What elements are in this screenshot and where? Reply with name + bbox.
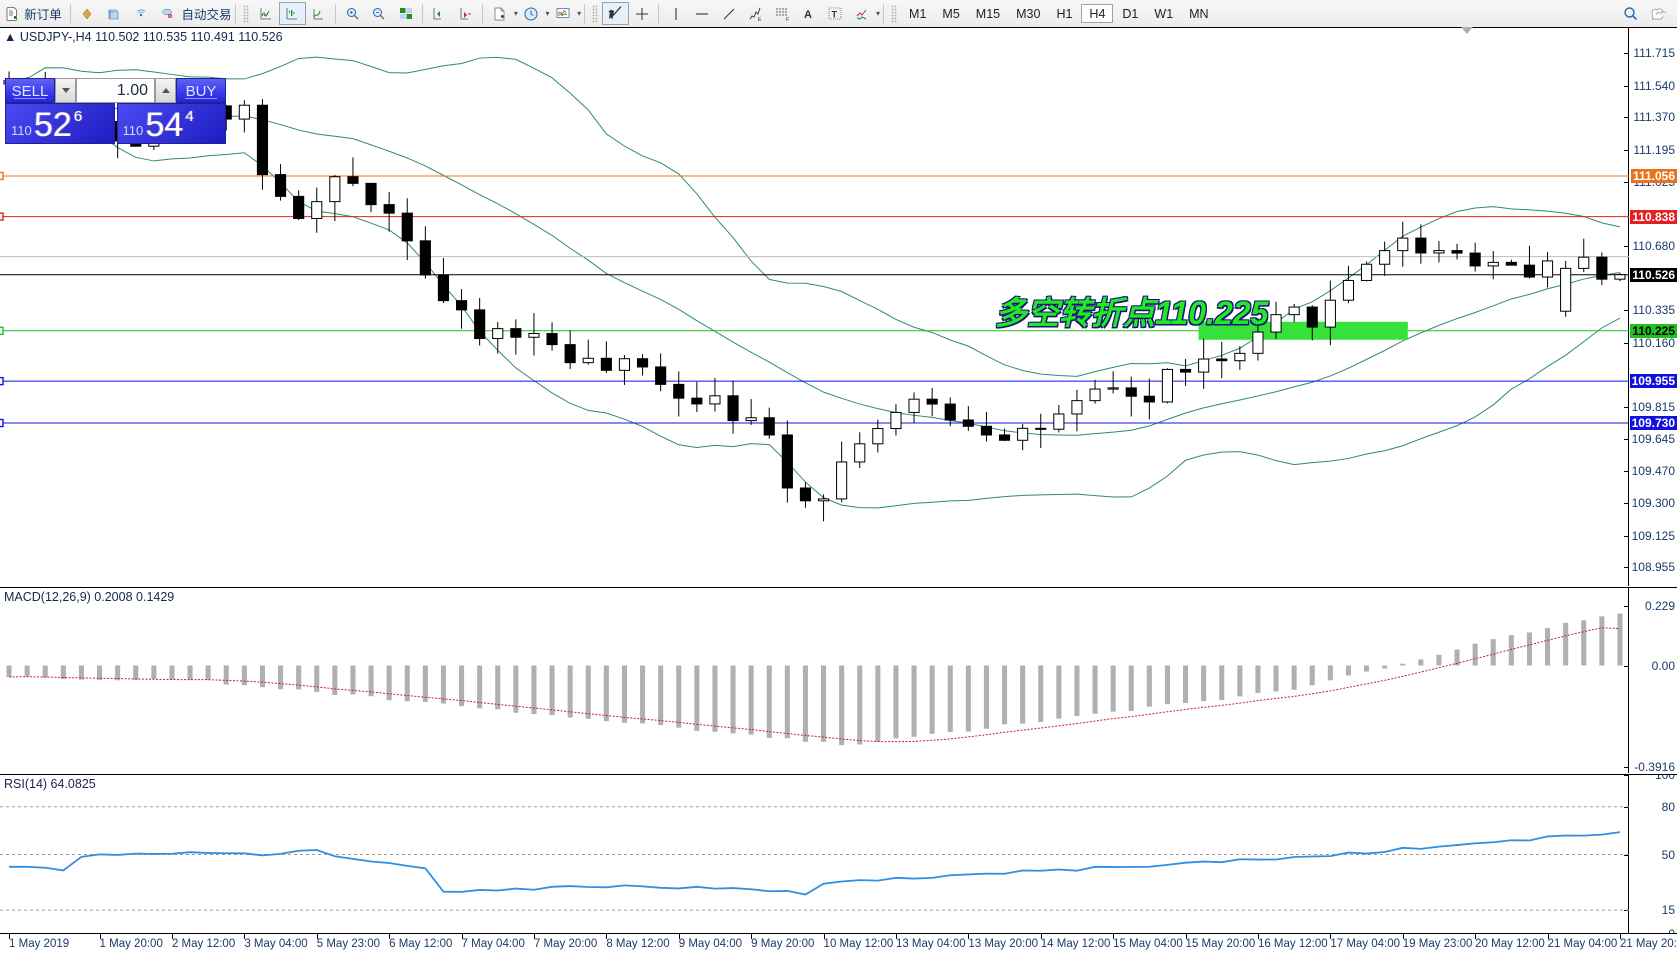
svg-text:A: A xyxy=(804,9,812,21)
svg-text:E: E xyxy=(758,17,762,22)
svg-text:T: T xyxy=(832,9,838,19)
svg-text:F: F xyxy=(786,17,789,22)
